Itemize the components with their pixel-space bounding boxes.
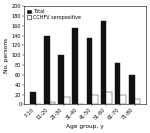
Bar: [72, 28, 78, 104]
Bar: [101, 21, 106, 104]
Bar: [64, 97, 70, 104]
Y-axis label: No. persons: No. persons: [4, 38, 9, 73]
X-axis label: Age group, y: Age group, y: [66, 124, 104, 129]
Bar: [106, 92, 112, 104]
Bar: [129, 75, 135, 104]
Bar: [50, 102, 55, 104]
Bar: [135, 99, 140, 104]
Bar: [30, 92, 36, 104]
Bar: [44, 36, 50, 104]
Bar: [58, 55, 64, 104]
Legend: Total, CCHFV seropositive: Total, CCHFV seropositive: [27, 9, 81, 20]
Bar: [92, 95, 98, 104]
Bar: [115, 63, 120, 104]
Bar: [120, 95, 126, 104]
Bar: [87, 38, 92, 104]
